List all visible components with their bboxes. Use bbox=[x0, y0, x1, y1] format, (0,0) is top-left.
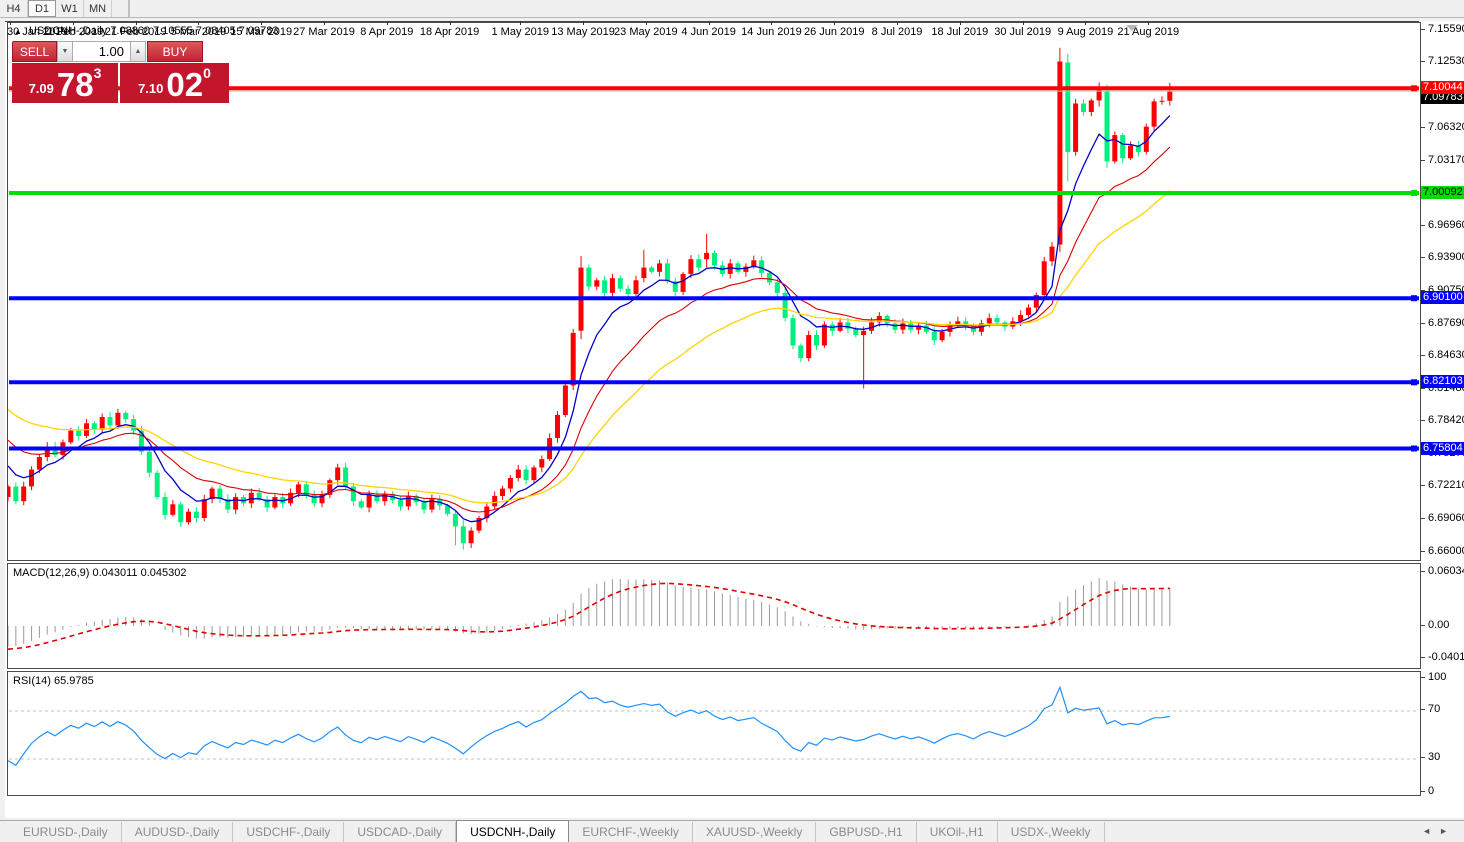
price-line-label: 6.82103 bbox=[1421, 375, 1464, 388]
sell-price-pip: 3 bbox=[93, 65, 102, 81]
chart-tab-gbpusd-h1[interactable]: GBPUSD-,H1 bbox=[816, 822, 917, 842]
main-price-chart[interactable] bbox=[7, 22, 1421, 561]
chart-window: ▲ USDCNH-,Daily 7.08860 7.10555 7.08405 … bbox=[5, 21, 1464, 818]
date-tick: 18 Jul 2019 bbox=[931, 26, 989, 38]
timeframe-button-mn[interactable]: MN bbox=[84, 0, 112, 17]
price-tick: 6.72210 bbox=[1428, 479, 1464, 491]
price-tick: 6.96960 bbox=[1428, 219, 1464, 231]
collapse-arrow-icon[interactable]: ▲ bbox=[14, 27, 22, 36]
chart-tab-ukoil-h1[interactable]: UKOil-,H1 bbox=[917, 822, 998, 842]
rsi-scale-tick: 30 bbox=[1428, 751, 1441, 763]
one-click-trading-widget: SELL ▼ 1.00 ▲ BUY 7.09 78 3 7.10 02 0 bbox=[12, 41, 230, 103]
date-tick: 1 May 2019 bbox=[491, 26, 549, 38]
buy-button[interactable]: BUY bbox=[147, 41, 203, 62]
sell-price-prefix: 7.09 bbox=[28, 81, 54, 96]
price-tick: 7.06320 bbox=[1428, 121, 1464, 133]
price-line-label: 7.00092 bbox=[1421, 186, 1464, 199]
price-tick: 6.66000 bbox=[1428, 545, 1464, 557]
rsi-indicator-panel[interactable]: RSI(14) 65.9785 bbox=[7, 671, 1421, 796]
sell-price-big: 78 bbox=[56, 66, 94, 103]
date-tick: 30 Jul 2019 bbox=[994, 26, 1052, 38]
chart-tab-usdcad-daily[interactable]: USDCAD-,Daily bbox=[344, 822, 457, 842]
chart-ohlc-values: 7.08860 7.10555 7.08405 7.09783 bbox=[110, 25, 279, 37]
date-tick: 30 Jan 2019 bbox=[7, 26, 68, 38]
date-tick: 4 Jun 2019 bbox=[681, 26, 736, 38]
date-tick: 21 Feb 2019 bbox=[104, 26, 167, 38]
tab-scroll-arrows[interactable]: ◄► bbox=[1422, 826, 1456, 836]
chart-symbol-period: USDCNH-,Daily bbox=[28, 25, 108, 37]
macd-label: MACD(12,26,9) 0.043011 0.045302 bbox=[13, 567, 187, 579]
volume-decrease-button[interactable]: ▼ bbox=[57, 41, 73, 62]
price-tick: 6.78420 bbox=[1428, 414, 1464, 426]
price-tick: 6.84630 bbox=[1428, 349, 1464, 361]
rsi-scale-tick: 100 bbox=[1428, 671, 1447, 683]
date-tick: 11 Feb 2019 bbox=[42, 26, 104, 38]
date-tick: 8 Jul 2019 bbox=[871, 26, 923, 38]
date-tick: 15 Mar 2019 bbox=[230, 26, 293, 38]
date-tick: 27 Mar 2019 bbox=[293, 26, 355, 38]
price-line-label: 6.75804 bbox=[1421, 442, 1464, 455]
timeframe-button-h4[interactable]: H4 bbox=[0, 0, 28, 17]
price-tick: 7.12530 bbox=[1428, 55, 1464, 67]
sell-price-button[interactable]: 7.09 78 3 bbox=[12, 63, 118, 103]
date-tick: 14 Jun 2019 bbox=[741, 26, 802, 38]
macd-scale-tick: -0.040136 bbox=[1428, 651, 1464, 663]
macd-scale-tick: 0.060343 bbox=[1428, 565, 1464, 577]
volume-input[interactable]: 1.00 bbox=[73, 41, 130, 62]
rsi-label: RSI(14) 65.9785 bbox=[13, 675, 94, 687]
price-tick: 6.69060 bbox=[1428, 512, 1464, 524]
chart-title: ▲ USDCNH-,Daily 7.08860 7.10555 7.08405 … bbox=[14, 25, 279, 37]
buy-price-prefix: 7.10 bbox=[138, 81, 164, 96]
price-line-label: 7.10044 bbox=[1421, 81, 1464, 94]
date-tick: 5 Mar 2019 bbox=[170, 26, 227, 38]
buy-price-button[interactable]: 7.10 02 0 bbox=[120, 63, 229, 103]
date-tick: 18 Apr 2019 bbox=[419, 26, 480, 38]
date-tick: 8 Apr 2019 bbox=[360, 26, 414, 38]
date-tick: 23 May 2019 bbox=[614, 26, 678, 38]
date-tick: 21 Aug 2019 bbox=[1117, 26, 1180, 38]
price-tick: 6.93900 bbox=[1428, 251, 1464, 263]
chart-tab-audusd-daily[interactable]: AUDUSD-,Daily bbox=[122, 822, 234, 842]
chart-tab-usdchf-daily[interactable]: USDCHF-,Daily bbox=[233, 822, 345, 842]
rsi-scale-tick: 70 bbox=[1428, 703, 1441, 715]
price-line-label: 7.09783 bbox=[1421, 91, 1464, 104]
date-tick: 9 Aug 2019 bbox=[1057, 26, 1114, 38]
chart-tab-usdx-weekly[interactable]: USDX-,Weekly bbox=[998, 822, 1105, 842]
chart-tab-eurchf-weekly[interactable]: EURCHF-,Weekly bbox=[569, 822, 693, 842]
sell-button[interactable]: SELL bbox=[12, 41, 57, 62]
price-tick: 7.03170 bbox=[1428, 154, 1464, 166]
timeframe-toolbar: H4 D1 W1 MN bbox=[0, 0, 1464, 18]
rsi-scale-tick: 0 bbox=[1428, 785, 1435, 797]
price-line-label: 6.90100 bbox=[1421, 291, 1464, 304]
volume-increase-button[interactable]: ▲ bbox=[130, 41, 146, 62]
price-tick: 6.87690 bbox=[1428, 317, 1464, 329]
chart-tab-eurusd-daily[interactable]: EURUSD-,Daily bbox=[10, 822, 122, 842]
macd-indicator-panel[interactable]: MACD(12,26,9) 0.043011 0.045302 bbox=[7, 563, 1421, 669]
chart-tab-xauusd-weekly[interactable]: XAUUSD-,Weekly bbox=[693, 822, 817, 842]
chart-tab-usdcnh-daily[interactable]: USDCNH-,Daily bbox=[456, 820, 570, 842]
price-scale[interactable]: 7.15590 7.12530 7.06320 7.03170 6.96960 6.939… bbox=[1421, 22, 1464, 818]
date-tick: 26 Jun 2019 bbox=[803, 26, 865, 38]
price-tick: 7.15590 bbox=[1428, 23, 1464, 35]
macd-scale-tick: 0.00 bbox=[1428, 619, 1450, 631]
timeframe-button-d1[interactable]: D1 bbox=[28, 0, 56, 17]
date-tick: 13 May 2019 bbox=[551, 26, 615, 38]
buy-price-big: 02 bbox=[166, 66, 204, 103]
buy-price-pip: 0 bbox=[203, 65, 211, 81]
timeframe-button-w1[interactable]: W1 bbox=[56, 0, 84, 17]
chart-tab-bar: EURUSD-,Daily AUDUSD-,Daily USDCHF-,Daily U… bbox=[0, 820, 1464, 842]
